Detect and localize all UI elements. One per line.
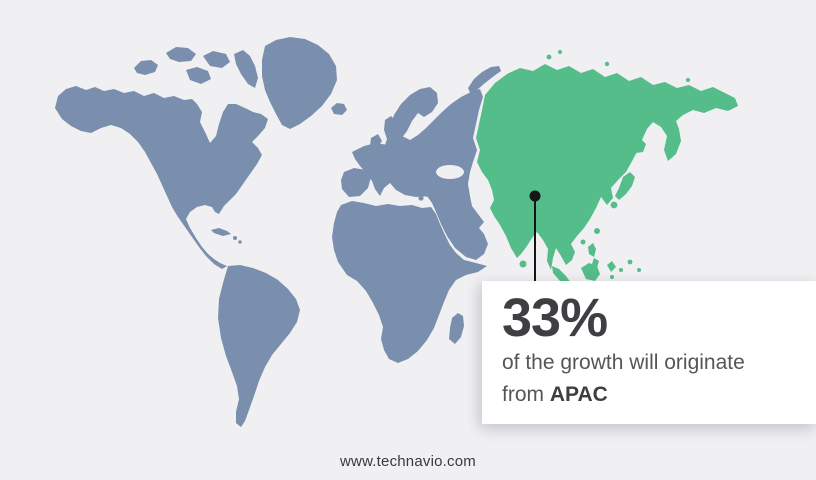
- arctic-island-shape: [166, 47, 196, 62]
- taiwan-shape: [594, 228, 600, 234]
- japan-honshu-shape: [615, 172, 635, 200]
- cuba-shape: [211, 228, 231, 236]
- sulawesi-shape: [607, 261, 616, 272]
- sicily-shape: [418, 195, 424, 201]
- indonesia-island-shape: [610, 275, 614, 279]
- indonesia-island-shape: [637, 268, 641, 272]
- stat-region-name: APAC: [549, 382, 608, 406]
- map-marker-dot: [529, 190, 541, 202]
- italy-shape: [405, 166, 431, 197]
- arctic-asia-island-shape: [546, 54, 552, 60]
- greenland-shape: [262, 37, 337, 129]
- black-sea-shape: [436, 165, 464, 179]
- arctic-asia-island-shape: [686, 78, 690, 82]
- caspian-sea-shape: [475, 177, 489, 205]
- iberia-shape: [341, 168, 371, 197]
- arctic-asia-island-shape: [604, 61, 610, 67]
- arctic-island-shape: [186, 67, 211, 84]
- south-america-shape: [218, 265, 300, 427]
- japan-hokkaido-shape: [634, 139, 646, 153]
- philippines-shape: [588, 243, 596, 257]
- baffin-island-shape: [234, 50, 258, 88]
- arctic-island-shape: [134, 60, 158, 75]
- caribbean-island-shape: [233, 236, 237, 240]
- asia-mainland-shape: [476, 64, 738, 270]
- stat-region-prefix: from: [502, 382, 550, 406]
- japan-kyushu-shape: [610, 201, 618, 209]
- arctic-island-shape: [203, 51, 230, 68]
- novaya-zemlya-shape: [468, 66, 501, 95]
- borneo-shape: [581, 263, 600, 281]
- indonesia-island-shape: [627, 259, 633, 265]
- stat-callout-card: 33% of the growth will originate from AP…: [482, 281, 816, 424]
- stat-description-line1: of the growth will originate: [502, 351, 745, 375]
- apac-region-highlight: [476, 50, 738, 287]
- hainan-shape: [580, 239, 586, 245]
- philippines-shape: [592, 258, 599, 268]
- footer-url: www.technavio.com: [340, 453, 476, 470]
- scandinavia-shape: [390, 87, 438, 139]
- sri-lanka-shape: [519, 260, 527, 268]
- stat-description-line2: from APAC: [502, 379, 798, 411]
- iceland-shape: [331, 103, 347, 115]
- arctic-asia-island-shape: [558, 50, 562, 54]
- caribbean-island-shape: [238, 240, 242, 244]
- indonesia-island-shape: [619, 268, 623, 272]
- other-regions-group: [55, 37, 501, 427]
- europe-middle-east-shape: [352, 89, 488, 260]
- north-america-shape: [55, 86, 268, 269]
- africa-shape: [332, 201, 487, 363]
- madagascar-shape: [449, 313, 464, 344]
- stat-value: 33%: [502, 288, 608, 348]
